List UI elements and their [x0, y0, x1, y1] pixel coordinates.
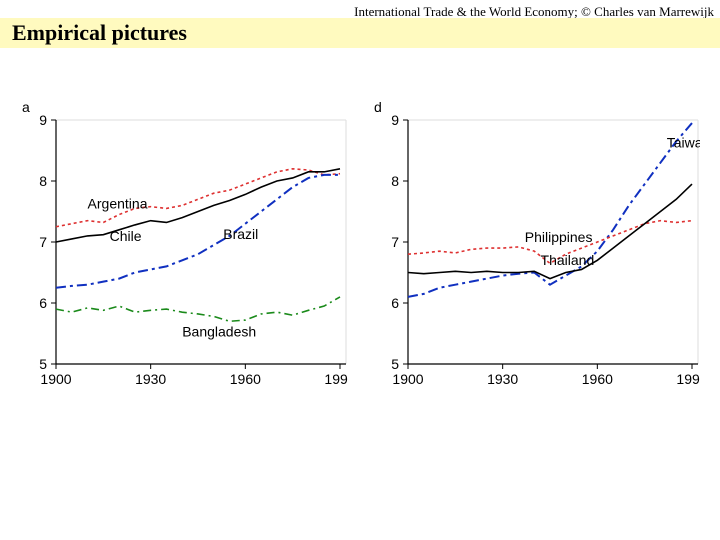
chart-svg-a: a 5 6 7 8 9 1900 1930 1960 1990 Argentina Chile Braz… — [20, 100, 348, 400]
svg-text:Thailand: Thailand — [541, 252, 595, 268]
svg-text:7: 7 — [39, 234, 47, 250]
svg-text:1900: 1900 — [40, 371, 71, 387]
svg-text:1930: 1930 — [135, 371, 166, 387]
chart-panel-a: a 5 6 7 8 9 1900 1930 1960 1990 Argentina Chile Braz… — [20, 100, 348, 400]
svg-text:1960: 1960 — [582, 371, 613, 387]
chart-svg-d: d 5 6 7 8 9 1900 1930 1960 1990 Taiwan Philippines T… — [372, 100, 700, 400]
svg-text:9: 9 — [391, 112, 399, 128]
svg-text:8: 8 — [39, 173, 47, 189]
svg-text:5: 5 — [391, 356, 399, 372]
svg-text:Bangladesh: Bangladesh — [182, 324, 256, 340]
svg-text:1960: 1960 — [230, 371, 261, 387]
svg-text:6: 6 — [391, 295, 399, 311]
svg-text:6: 6 — [39, 295, 47, 311]
svg-text:Taiwan: Taiwan — [667, 134, 700, 150]
chart-row: a 5 6 7 8 9 1900 1930 1960 1990 Argentina Chile Braz… — [20, 100, 700, 400]
svg-text:Argentina: Argentina — [88, 195, 148, 211]
svg-text:a: a — [22, 100, 30, 115]
svg-text:Brazil: Brazil — [223, 226, 258, 242]
page-title: Empirical pictures — [12, 20, 187, 46]
svg-text:Philippines: Philippines — [525, 229, 593, 245]
chart-panel-d: d 5 6 7 8 9 1900 1930 1960 1990 Taiwan Philippines T… — [372, 100, 700, 400]
svg-text:d: d — [374, 100, 382, 115]
svg-text:9: 9 — [39, 112, 47, 128]
svg-text:Chile: Chile — [110, 228, 142, 244]
title-bar: Empirical pictures — [0, 18, 720, 48]
svg-text:1990: 1990 — [676, 371, 700, 387]
svg-text:1990: 1990 — [324, 371, 348, 387]
svg-text:1930: 1930 — [487, 371, 518, 387]
svg-text:7: 7 — [391, 234, 399, 250]
svg-text:8: 8 — [391, 173, 399, 189]
svg-text:1900: 1900 — [392, 371, 423, 387]
svg-text:5: 5 — [39, 356, 47, 372]
